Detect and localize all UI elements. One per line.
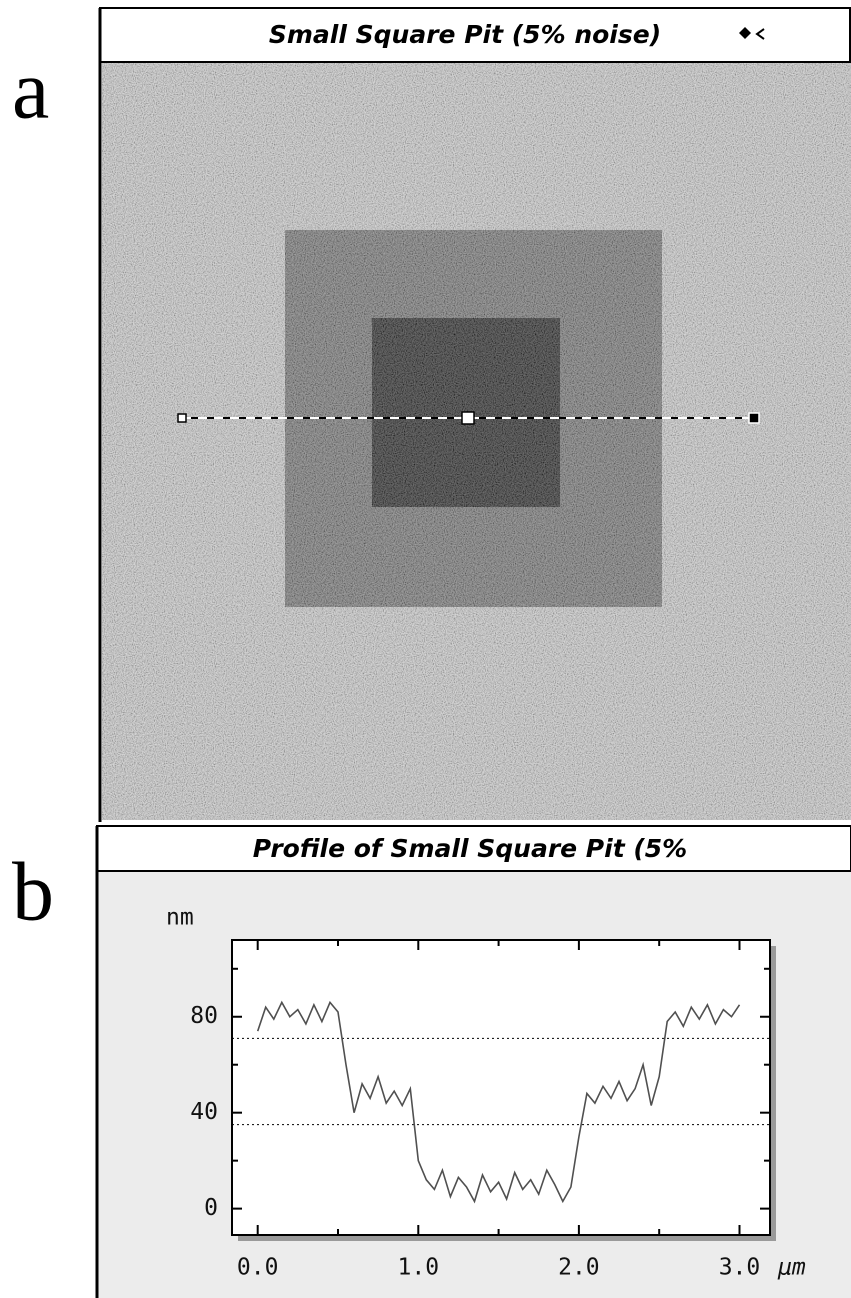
panel-title: Small Square Pit (5% noise) (269, 20, 661, 49)
icon (755, 28, 765, 40)
y-tick-label: 0 (204, 1195, 218, 1221)
icon (739, 27, 751, 39)
handle (748, 412, 760, 424)
plot-area (231, 939, 771, 1236)
handle (177, 413, 187, 423)
noise (102, 63, 851, 820)
profile-line (256, 1000, 741, 1204)
x-tick-label: 3.0 (719, 1255, 761, 1281)
title-bar (99, 7, 851, 63)
y-tick-label: 80 (190, 1003, 218, 1029)
image-panel: Small Square Pit (5% noise) (98, 7, 851, 822)
y-tick-label: 40 (190, 1099, 218, 1125)
handle (461, 411, 475, 425)
x-tick-label: 0.0 (237, 1255, 279, 1281)
title-bar (96, 825, 851, 872)
x-tick-label: 1.0 (398, 1255, 440, 1281)
chart-title: Profile of Small Square Pit (5% (253, 834, 687, 863)
x-axis-label: μm (777, 1255, 806, 1281)
profile-panel: Profile of Small Square Pit (5% nm μm 0 4… (95, 825, 851, 1298)
panel-letter: b (12, 845, 54, 938)
y-axis-label: nm (166, 905, 194, 931)
x-tick-label: 2.0 (558, 1255, 600, 1281)
panel-letter: a (12, 43, 49, 136)
